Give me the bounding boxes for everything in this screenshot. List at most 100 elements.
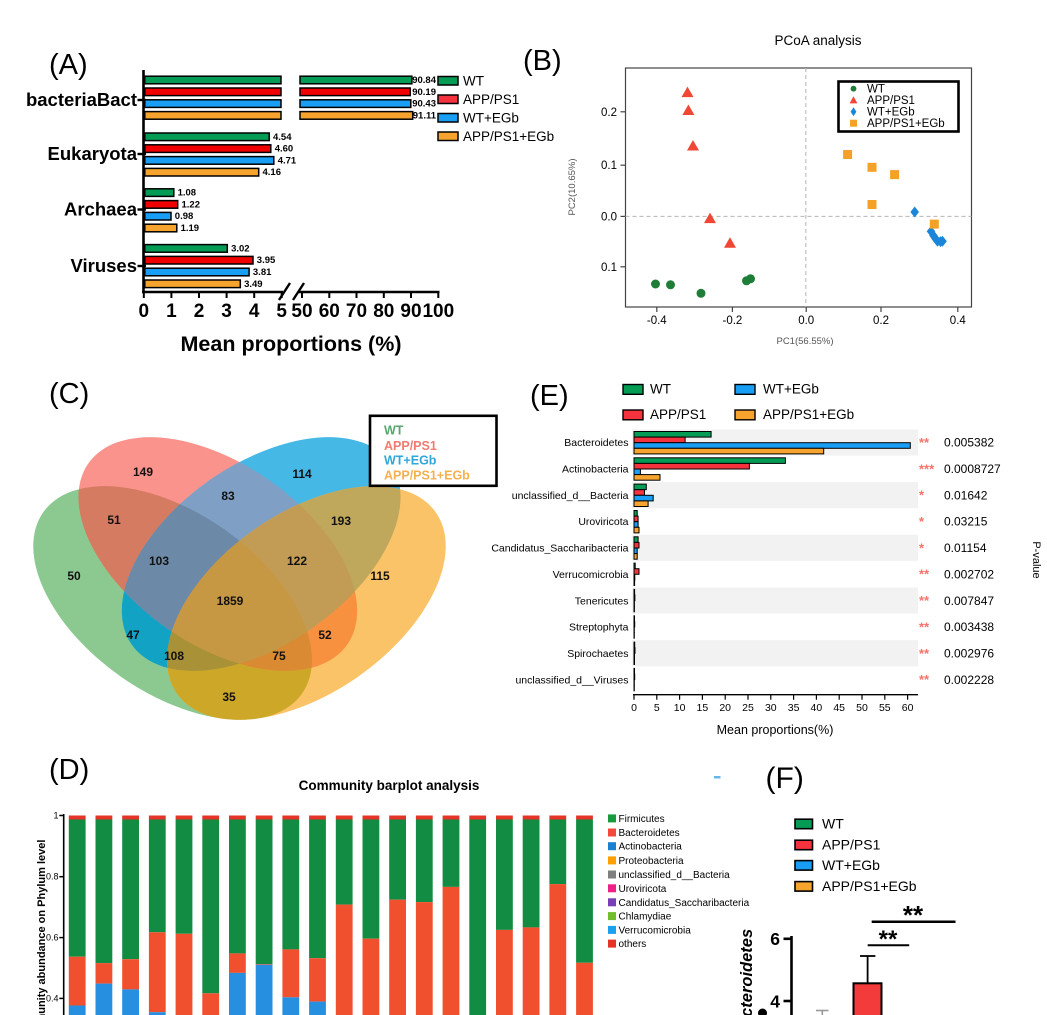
svg-text:APP/PS1+EGb: APP/PS1+EGb xyxy=(384,468,470,482)
svg-text:4.60: 4.60 xyxy=(275,144,294,155)
svg-text:(A): (A) xyxy=(49,49,88,81)
svg-text:Mean proportions (%): Mean proportions (%) xyxy=(181,332,402,356)
svg-text:APP/PS1+EGb: APP/PS1+EGb xyxy=(822,878,917,894)
svg-text:WT: WT xyxy=(867,84,885,96)
svg-text:unclassified_d__Bacteria: unclassified_d__Bacteria xyxy=(512,490,629,502)
svg-text:Viruses: Viruses xyxy=(70,255,137,276)
svg-text:83: 83 xyxy=(221,489,235,503)
svg-text:unclassified_d__Bacteria: unclassified_d__Bacteria xyxy=(619,870,731,881)
svg-text:75: 75 xyxy=(272,649,286,663)
svg-text:0.0: 0.0 xyxy=(601,211,617,223)
svg-text:115: 115 xyxy=(370,569,390,583)
svg-text:0.98: 0.98 xyxy=(175,211,194,222)
svg-text:APP/PS1: APP/PS1 xyxy=(463,92,519,107)
svg-text:2: 2 xyxy=(194,301,205,322)
svg-text:Community barplot analysis: Community barplot analysis xyxy=(299,778,480,793)
svg-text:**: ** xyxy=(919,672,930,687)
svg-text:0.4: 0.4 xyxy=(46,993,59,1003)
svg-text:Spirochaetes: Spirochaetes xyxy=(567,648,628,660)
svg-text:WT+EGb: WT+EGb xyxy=(867,107,915,119)
svg-text:20: 20 xyxy=(719,702,731,714)
svg-text:90.84: 90.84 xyxy=(412,75,436,86)
svg-text:Chlamydiae: Chlamydiae xyxy=(619,912,672,923)
svg-text:0.007847: 0.007847 xyxy=(944,594,994,608)
svg-text:50: 50 xyxy=(856,702,868,714)
svg-text:4.16: 4.16 xyxy=(263,167,282,178)
svg-text:Proteobacteria: Proteobacteria xyxy=(619,856,684,867)
svg-text:60: 60 xyxy=(319,301,340,322)
svg-text:0.002702: 0.002702 xyxy=(944,567,994,581)
svg-text:WT: WT xyxy=(384,424,404,438)
svg-text:WT: WT xyxy=(650,382,671,397)
svg-text:APP/PS1: APP/PS1 xyxy=(867,95,915,107)
svg-text:0.6: 0.6 xyxy=(46,933,59,943)
svg-text:PCoA analysis: PCoA analysis xyxy=(774,33,861,48)
svg-text:*: * xyxy=(919,514,925,529)
svg-text:**: ** xyxy=(919,567,930,582)
svg-text:149: 149 xyxy=(133,465,153,479)
svg-text:4.71: 4.71 xyxy=(278,155,297,166)
svg-text:90.19: 90.19 xyxy=(412,87,436,98)
svg-text:0.8: 0.8 xyxy=(46,872,59,882)
svg-text:3.02: 3.02 xyxy=(231,243,250,254)
svg-text:(D): (D) xyxy=(49,754,89,786)
svg-text:70: 70 xyxy=(346,301,367,322)
svg-text:**: ** xyxy=(903,900,924,930)
svg-text:10: 10 xyxy=(674,702,686,714)
svg-text:WT: WT xyxy=(463,74,484,89)
svg-text:3.49: 3.49 xyxy=(244,279,263,290)
svg-text:Firmicutes: Firmicutes xyxy=(619,814,665,825)
svg-text:50: 50 xyxy=(67,569,81,583)
svg-text:4: 4 xyxy=(770,992,780,1012)
svg-text:0.03215: 0.03215 xyxy=(944,515,988,529)
svg-text:108: 108 xyxy=(164,649,184,663)
svg-text:0.1: 0.1 xyxy=(601,262,617,274)
svg-text:4.54: 4.54 xyxy=(273,132,292,143)
svg-text:Uroviricota: Uroviricota xyxy=(619,884,667,895)
svg-text:3.81: 3.81 xyxy=(253,267,272,278)
svg-text:**: ** xyxy=(919,646,930,661)
svg-text:(F): (F) xyxy=(766,762,804,795)
svg-text:**: ** xyxy=(919,593,930,608)
svg-text:APP/PS1+EGb: APP/PS1+EGb xyxy=(463,129,554,144)
svg-text:1: 1 xyxy=(53,811,58,821)
svg-text:4: 4 xyxy=(249,301,260,322)
svg-text:*: * xyxy=(919,488,925,503)
svg-text:91.11: 91.11 xyxy=(413,110,437,121)
svg-text:25: 25 xyxy=(742,702,754,714)
svg-text:APP/PS1+EGb: APP/PS1+EGb xyxy=(763,407,854,422)
svg-text:1.08: 1.08 xyxy=(178,188,197,199)
svg-text:0.2: 0.2 xyxy=(601,107,617,119)
svg-text:Uroviricota: Uroviricota xyxy=(578,516,628,528)
svg-text:0.1: 0.1 xyxy=(601,160,617,172)
svg-text:Actinobacteria: Actinobacteria xyxy=(619,842,683,853)
svg-text:(B): (B) xyxy=(523,45,562,77)
svg-text:35: 35 xyxy=(222,690,236,704)
svg-text:***: *** xyxy=(919,461,935,476)
svg-text:0.003438: 0.003438 xyxy=(944,620,994,634)
svg-text:APP/PS1: APP/PS1 xyxy=(822,837,881,853)
svg-text:PC2(10.65%): PC2(10.65%) xyxy=(567,158,578,215)
svg-text:193: 193 xyxy=(331,514,351,528)
svg-text:bacteriaBact: bacteriaBact xyxy=(26,89,137,110)
svg-text:(C): (C) xyxy=(49,378,89,410)
svg-text:**: ** xyxy=(919,619,930,634)
svg-text:PC1(56.55%): PC1(56.55%) xyxy=(776,336,833,347)
svg-text:Candidatus_Saccharibacteria: Candidatus_Saccharibacteria xyxy=(619,898,750,909)
svg-text:3: 3 xyxy=(221,301,232,322)
svg-text:Actinobacteria: Actinobacteria xyxy=(562,464,629,476)
svg-text:114: 114 xyxy=(292,467,312,481)
svg-text:1: 1 xyxy=(166,301,177,322)
svg-text:Verrucomicrobia: Verrucomicrobia xyxy=(553,569,629,581)
svg-text:5: 5 xyxy=(276,301,287,322)
svg-text:*: * xyxy=(919,540,925,555)
svg-text:0.0: 0.0 xyxy=(798,315,814,327)
svg-text:0.0008727: 0.0008727 xyxy=(944,462,1001,476)
svg-text:(E): (E) xyxy=(530,380,569,412)
svg-text:5: 5 xyxy=(654,702,660,714)
svg-text:WT+EGb: WT+EGb xyxy=(463,111,519,126)
svg-text:0.002976: 0.002976 xyxy=(944,647,994,661)
svg-text:**: ** xyxy=(879,926,898,953)
svg-text:WT+EGb: WT+EGb xyxy=(384,454,437,468)
svg-text:Mean proportions(%): Mean proportions(%) xyxy=(717,723,834,737)
